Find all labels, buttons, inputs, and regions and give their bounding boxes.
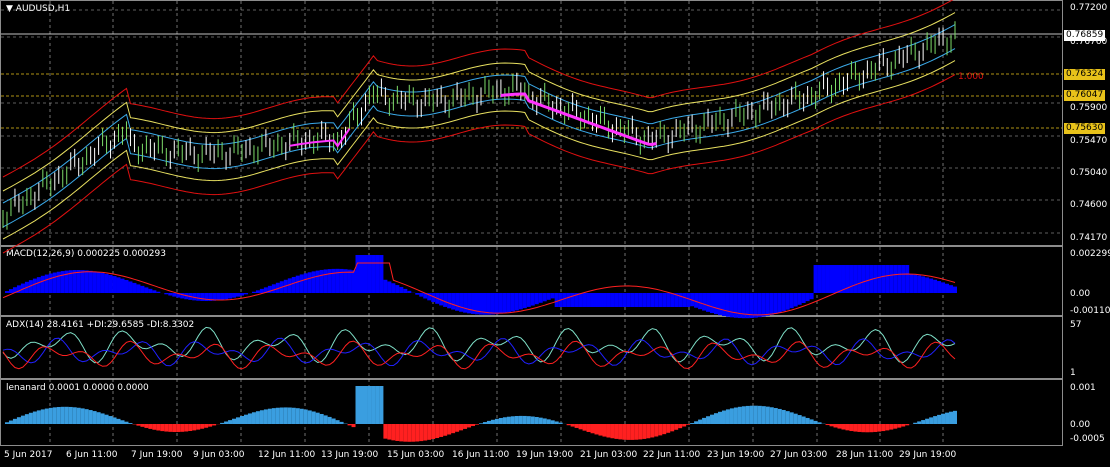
macd-signal-line [2, 262, 956, 316]
adx-line [2, 337, 956, 367]
adx-pane[interactable] [0, 316, 1063, 379]
envelope-band-line [2, 60, 956, 240]
lenanard-tick-label: -0.0005 [1070, 434, 1105, 444]
price-tag-label: 0.76859 [1064, 30, 1106, 41]
lenanard-scale[interactable]: 0.001 0.00 -0.0005 [1063, 379, 1110, 446]
lenanard-header: lenanard 0.0001 0.0000 0.0000 [6, 383, 149, 393]
time-label: 28 Jun 11:00 [836, 450, 894, 460]
price-chart-pane[interactable] [0, 0, 1063, 246]
price-tick-label: 0.75900 [1070, 103, 1108, 113]
highlight-trend-line [289, 128, 351, 148]
collapse-triangle-icon[interactable]: ▼ [6, 4, 13, 14]
chart-drawing-layer [1, 0, 1062, 445]
time-label: 7 Jun 19:00 [131, 450, 183, 460]
price-tag-label: 0.76324 [1064, 69, 1106, 80]
time-axis[interactable]: 5 Jun 2017 6 Jun 11:00 7 Jun 19:00 9 Jun 03… [0, 446, 1110, 467]
time-label: 22 Jun 11:00 [643, 450, 701, 460]
price-scale[interactable]: 0.77200 0.76760 0.75900 0.75470 0.75040 0.746… [1063, 0, 1110, 246]
macd-scale[interactable]: 0.002299 0.00 -0.001105 [1063, 246, 1110, 316]
lenanard-tick-label: 0.001 [1070, 383, 1096, 393]
time-label: 29 Jun 19:00 [899, 450, 957, 460]
time-label: 15 Jun 03:00 [387, 450, 445, 460]
time-label: 21 Jun 03:00 [580, 450, 638, 460]
adx-header: ADX(14) 28.4161 +DI:29.6585 -DI:8.3302 [6, 320, 195, 330]
time-label: 23 Jun 19:00 [707, 450, 765, 460]
time-label: 9 Jun 03:00 [193, 450, 245, 460]
price-tag-label: 0.75630 [1064, 123, 1106, 134]
lenanard-pane[interactable] [0, 379, 1063, 446]
time-label: 19 Jun 19:00 [516, 450, 574, 460]
time-label: 5 Jun 2017 [4, 450, 53, 460]
moving-average-line [2, 24, 956, 204]
lenanard-tick-label: 0.00 [1070, 420, 1091, 430]
time-label: 16 Jun 11:00 [452, 450, 510, 460]
adx-tick-label: 57 [1070, 320, 1082, 330]
price-tick-label: 0.75470 [1070, 136, 1108, 146]
time-label: 12 Jun 11:00 [258, 450, 316, 460]
envelope-band-line [2, 12, 956, 192]
macd-pane[interactable] [0, 246, 1063, 316]
level-label: 1.000 [958, 72, 984, 82]
adx-scale[interactable]: 57 1 [1063, 316, 1110, 379]
time-label: 13 Jun 19:00 [321, 450, 379, 460]
price-tick-label: 0.74170 [1070, 233, 1108, 243]
price-tick-label: 0.74600 [1070, 200, 1108, 210]
macd-tick-label: 0.00 [1070, 289, 1091, 299]
price-tag-label: 0.76047 [1064, 90, 1106, 101]
chart-title: ▼ AUDUSD,H1 [6, 4, 70, 14]
time-label: 6 Jun 11:00 [66, 450, 118, 460]
bollinger-band-line [2, 0, 954, 178]
time-label: 27 Jun 03:00 [770, 450, 828, 460]
price-tick-label: 0.76760 [1070, 37, 1108, 47]
macd-header: MACD(12,26,9) 0.000225 0.000293 [6, 249, 166, 259]
adx-line [2, 326, 956, 364]
price-tick-label: 0.75040 [1070, 168, 1108, 178]
symbol-timeframe-label: AUDUSD,H1 [15, 4, 71, 14]
bollinger-band-line [2, 74, 956, 254]
macd-tick-label: 0.002299 [1070, 249, 1110, 259]
highlight-trend-line [500, 92, 657, 147]
adx-line [2, 340, 956, 370]
macd-tick-label: -0.001105 [1070, 306, 1110, 316]
price-tick-label: 0.77200 [1070, 3, 1108, 13]
adx-tick-label: 1 [1070, 368, 1076, 378]
moving-average-line [2, 48, 956, 228]
